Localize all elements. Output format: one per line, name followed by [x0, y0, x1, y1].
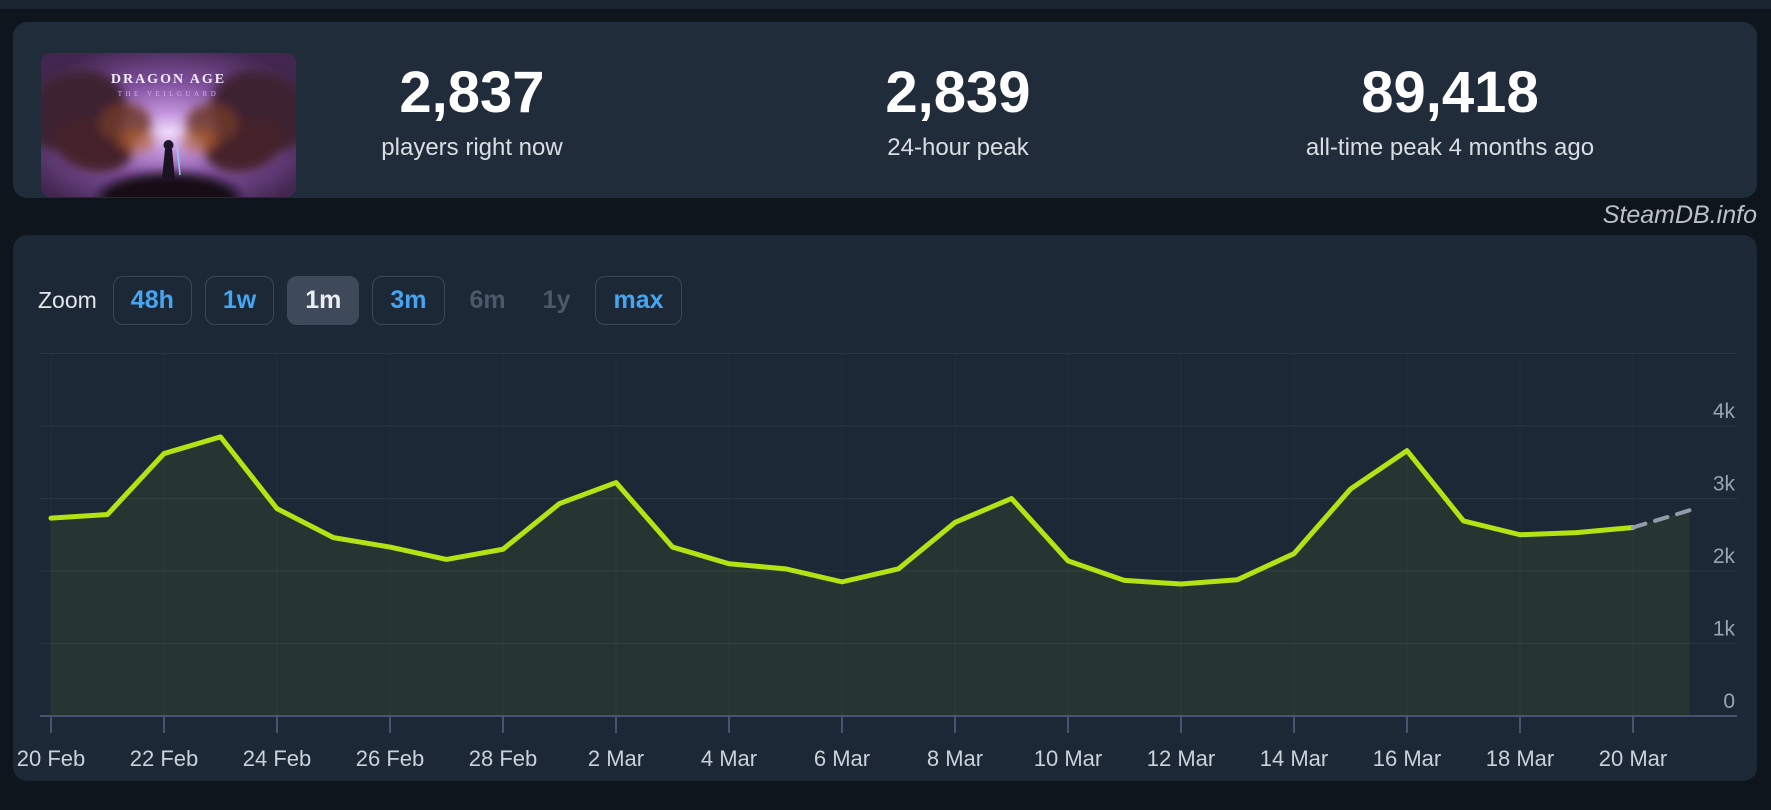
game-capsule[interactable]: DRAGON AGE THE VEILGUARD — [41, 53, 296, 197]
zoom-button-48h[interactable]: 48h — [112, 276, 192, 325]
zoom-button-3m[interactable]: 3m — [372, 276, 445, 325]
x-tick-label-26-Feb: 26 Feb — [356, 746, 425, 771]
y-tick-label-0: 0 — [1723, 690, 1735, 713]
stat-alltime-peak: 89,418 all-time peak 4 months ago — [1306, 64, 1594, 162]
zoom-button-1y: 1y — [531, 276, 583, 325]
page-top-edge — [0, 0, 1771, 9]
zoom-button-6m: 6m — [458, 276, 518, 325]
x-tick-label-6-Mar: 6 Mar — [814, 746, 870, 771]
x-tick-label-28-Feb: 28 Feb — [469, 746, 538, 771]
zoom-toolbar: Zoom 48h 1w 1m 3m 6m 1y max — [38, 276, 682, 325]
zoom-toolbar-label: Zoom — [38, 287, 97, 313]
x-axis-ticks — [50, 716, 1634, 733]
y-tick-label-1k: 1k — [1713, 618, 1736, 641]
x-tick-label-12-Mar: 12 Mar — [1147, 746, 1215, 771]
steamdb-watermark: SteamDB.info — [1602, 201, 1757, 229]
x-tick-label-4-Mar: 4 Mar — [701, 746, 757, 771]
x-tick-label-20-Mar: 20 Mar — [1599, 746, 1667, 771]
capsule-game-subtitle: THE VEILGUARD — [118, 90, 220, 98]
alltime-peak-value: 89,418 — [1361, 60, 1539, 125]
x-tick-label-14-Mar: 14 Mar — [1260, 746, 1328, 771]
projection-dashed-line — [1631, 508, 1692, 530]
stat-24h-peak: 2,839 24-hour peak — [885, 64, 1030, 162]
players-now-value: 2,837 — [399, 60, 545, 125]
x-axis-labels: 20 Feb 22 Feb 24 Feb 26 Feb 28 Feb 2 Mar 4 Mar… — [17, 746, 1667, 771]
x-tick-label-24-Feb: 24 Feb — [243, 746, 312, 771]
x-tick-label-20-Feb: 20 Feb — [17, 746, 86, 771]
zoom-button-1m[interactable]: 1m — [287, 276, 360, 325]
header-panel: DRAGON AGE THE VEILGUARD 2,837 players r… — [13, 22, 1757, 198]
players-line — [48, 434, 1636, 587]
x-tick-label-18-Mar: 18 Mar — [1486, 746, 1554, 771]
game-capsule-art: DRAGON AGE THE VEILGUARD — [41, 53, 296, 197]
y-axis-labels: 0 1k 2k 3k 4k — [1713, 400, 1736, 713]
players-now-label: players right now — [381, 134, 563, 161]
x-tick-label-16-Mar: 16 Mar — [1373, 746, 1441, 771]
chart-panel: Zoom 48h 1w 1m 3m 6m 1y max 0 1k 2k 3k 4k 20 Feb 22 … — [13, 235, 1757, 781]
x-tick-label-22-Feb: 22 Feb — [130, 746, 199, 771]
stat-players-now: 2,837 players right now — [381, 64, 562, 162]
x-tick-label-2-Mar: 2 Mar — [588, 746, 644, 771]
x-tick-label-8-Mar: 8 Mar — [927, 746, 983, 771]
peak-24h-label: 24-hour peak — [887, 134, 1029, 161]
zoom-button-1w[interactable]: 1w — [204, 276, 275, 325]
capsule-game-title: DRAGON AGE — [111, 72, 226, 87]
y-tick-label-4k: 4k — [1713, 400, 1736, 423]
x-gridlines — [50, 353, 1634, 716]
zoom-buttons-group: 48h 1w 1m 3m 6m 1y max — [112, 276, 682, 325]
x-tick-label-10-Mar: 10 Mar — [1034, 746, 1102, 771]
y-tick-label-2k: 2k — [1713, 545, 1736, 568]
peak-24h-value: 2,839 — [885, 60, 1031, 125]
hero-figure — [162, 140, 181, 179]
y-tick-label-3k: 3k — [1713, 473, 1736, 496]
alltime-peak-label: all-time peak 4 months ago — [1305, 134, 1595, 161]
zoom-button-max[interactable]: max — [595, 276, 682, 325]
